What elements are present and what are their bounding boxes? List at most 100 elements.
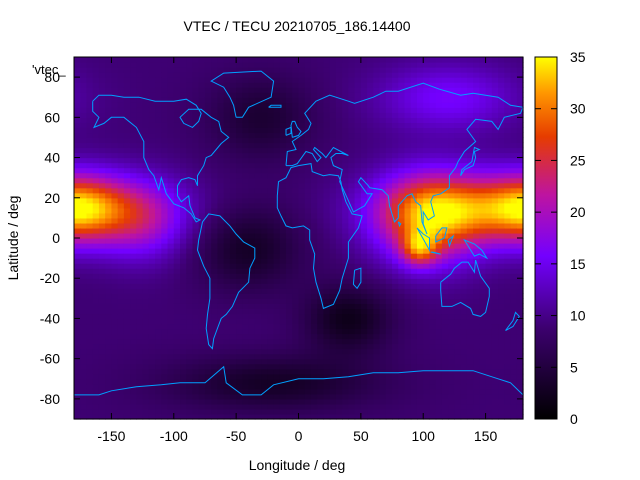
heatmap-cell: [142, 137, 150, 144]
heatmap-cell: [448, 403, 456, 410]
heatmap-cell: [148, 413, 156, 420]
heatmap-cell: [441, 217, 449, 224]
heatmap-cell: [86, 398, 94, 405]
heatmap-cell: [286, 192, 293, 199]
heatmap-cell: [329, 187, 337, 194]
heatmap-cell: [92, 243, 100, 249]
heatmap-cell: [360, 288, 368, 294]
heatmap-cell: [111, 222, 119, 229]
heatmap-cell: [142, 72, 150, 78]
heatmap-cell: [298, 82, 306, 88]
heatmap-cell: [273, 127, 281, 134]
heatmap-cell: [360, 318, 368, 325]
heatmap-cell: [410, 348, 418, 355]
heatmap-cell: [367, 167, 374, 174]
heatmap-cell: [136, 82, 144, 88]
heatmap-cell: [261, 328, 268, 335]
heatmap-cell: [398, 318, 406, 325]
heatmap-cell: [454, 313, 462, 320]
heatmap-cell: [385, 243, 393, 249]
heatmap-cell: [498, 152, 505, 159]
heatmap-cell: [148, 308, 156, 315]
heatmap-cell: [491, 197, 499, 204]
heatmap-cell: [298, 147, 306, 154]
heatmap-cell: [223, 72, 231, 78]
heatmap-cell: [473, 227, 480, 234]
heatmap-cell: [80, 408, 88, 415]
heatmap-cell: [379, 278, 387, 284]
heatmap-cell: [317, 152, 325, 159]
heatmap-cell: [423, 263, 431, 269]
heatmap-cell: [479, 87, 487, 93]
heatmap-cell: [367, 273, 374, 279]
heatmap-cell: [136, 122, 144, 128]
heatmap-cell: [423, 202, 431, 209]
heatmap-cell: [479, 348, 487, 355]
heatmap-cell: [367, 328, 374, 335]
heatmap-cell: [273, 232, 281, 239]
heatmap-cell: [111, 97, 119, 103]
heatmap-cell: [217, 238, 225, 244]
heatmap-cell: [211, 263, 219, 269]
heatmap-cell: [423, 373, 431, 380]
heatmap-cell: [441, 107, 449, 113]
heatmap-cell: [498, 212, 505, 219]
heatmap-cell: [329, 343, 337, 350]
heatmap-cell: [130, 167, 137, 174]
heatmap-cell: [123, 363, 131, 370]
heatmap-cell: [254, 67, 262, 73]
heatmap-cell: [148, 202, 156, 209]
heatmap-cell: [485, 313, 493, 320]
heatmap-cell: [229, 152, 237, 159]
heatmap-cell: [261, 122, 268, 128]
heatmap-cell: [317, 333, 325, 340]
heatmap-cell: [354, 393, 362, 400]
heatmap-cell: [479, 162, 487, 169]
heatmap-cell: [286, 348, 293, 355]
heatmap-cell: [310, 137, 318, 144]
heatmap-cell: [479, 72, 487, 78]
heatmap-cell: [204, 383, 212, 390]
heatmap-cell: [192, 212, 200, 219]
heatmap-cell: [360, 222, 368, 229]
heatmap-cell: [117, 202, 125, 209]
heatmap-cell: [448, 57, 456, 63]
heatmap-cell: [236, 318, 243, 325]
heatmap-cell: [136, 147, 144, 154]
heatmap-cell: [385, 318, 393, 325]
heatmap-cell: [404, 217, 412, 224]
heatmap-cell: [441, 192, 449, 199]
heatmap-cell: [180, 137, 187, 144]
heatmap-cell: [279, 398, 287, 405]
heatmap-cell: [267, 298, 275, 304]
heatmap-cell: [335, 92, 343, 98]
heatmap-cell: [323, 97, 331, 103]
heatmap-cell: [479, 368, 487, 375]
heatmap-cell: [479, 268, 487, 274]
heatmap-cell: [229, 383, 237, 390]
heatmap-cell: [80, 338, 88, 345]
heatmap-cell: [454, 72, 462, 78]
heatmap-cell: [279, 192, 287, 199]
heatmap-cell: [173, 157, 181, 164]
heatmap-cell: [180, 177, 187, 184]
heatmap-cell: [117, 368, 125, 375]
heatmap-cell: [161, 132, 169, 139]
heatmap-cell: [279, 273, 287, 279]
heatmap-cell: [204, 313, 212, 320]
heatmap-cell: [148, 398, 156, 405]
heatmap-cell: [286, 378, 293, 385]
heatmap-cell: [360, 67, 368, 73]
heatmap-cell: [385, 403, 393, 410]
heatmap-cell: [404, 328, 412, 335]
heatmap-cell: [485, 328, 493, 335]
heatmap-cell: [186, 192, 194, 199]
heatmap-cell: [286, 82, 293, 88]
heatmap-cell: [460, 318, 468, 325]
heatmap-cell: [454, 147, 462, 154]
heatmap-cell: [229, 182, 237, 189]
heatmap-cell: [435, 383, 443, 390]
heatmap-cell: [429, 82, 437, 88]
heatmap-cell: [92, 293, 100, 299]
heatmap-cell: [148, 268, 156, 274]
